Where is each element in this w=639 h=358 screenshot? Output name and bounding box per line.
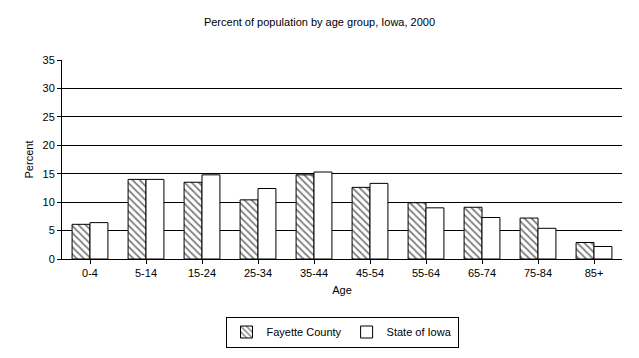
svg-text:0-4: 0-4 xyxy=(82,267,98,279)
svg-text:20: 20 xyxy=(43,139,55,151)
svg-text:10: 10 xyxy=(43,196,55,208)
svg-text:Fayette County: Fayette County xyxy=(267,326,342,338)
svg-text:35-44: 35-44 xyxy=(300,267,328,279)
svg-text:5-14: 5-14 xyxy=(135,267,157,279)
svg-text:30: 30 xyxy=(43,82,55,94)
svg-text:0: 0 xyxy=(49,253,55,265)
svg-text:25: 25 xyxy=(43,111,55,123)
svg-text:Percent: Percent xyxy=(23,141,35,179)
svg-text:15: 15 xyxy=(43,168,55,180)
svg-text:85+: 85+ xyxy=(585,267,604,279)
svg-text:Age: Age xyxy=(332,284,352,296)
svg-text:25-34: 25-34 xyxy=(244,267,272,279)
svg-text:75-84: 75-84 xyxy=(524,267,552,279)
svg-text:35: 35 xyxy=(43,54,55,66)
svg-text:55-64: 55-64 xyxy=(412,267,440,279)
svg-text:65-74: 65-74 xyxy=(468,267,496,279)
svg-text:State of Iowa: State of Iowa xyxy=(387,326,452,338)
svg-text:Percent of population by age g: Percent of population by age group, Iowa… xyxy=(204,16,435,28)
svg-text:5: 5 xyxy=(49,224,55,236)
svg-text:45-54: 45-54 xyxy=(356,267,384,279)
svg-text:15-24: 15-24 xyxy=(188,267,216,279)
